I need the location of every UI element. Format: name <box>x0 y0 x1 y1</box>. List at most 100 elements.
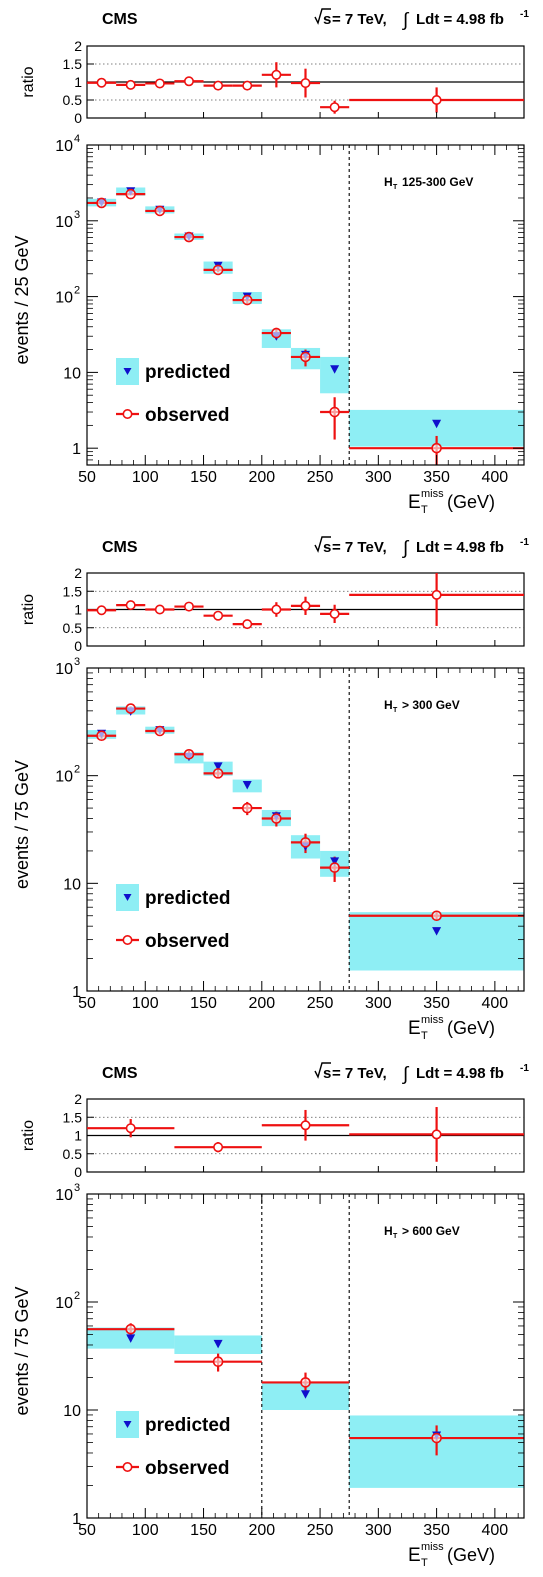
energy-label: = 7 TeV, <box>332 539 387 556</box>
predicted-marker <box>126 1334 136 1343</box>
legend-observed-marker <box>122 934 133 945</box>
x-tick-label: 350 <box>423 995 450 1012</box>
legend-predicted-marker <box>123 894 132 901</box>
x-tick-label: 250 <box>307 1522 334 1539</box>
legend-predicted-label: predicted <box>145 362 231 383</box>
y-axis-label: events / 25 GeV <box>12 235 32 364</box>
ratio-point <box>125 1123 136 1134</box>
lumi-label: Ldt = 4.98 fb <box>416 11 504 28</box>
y-tick-exponent: 3 <box>74 656 80 668</box>
ratio-point <box>96 77 107 88</box>
observed-point <box>431 910 442 922</box>
prediction-band <box>349 912 524 971</box>
integral-symbol: ∫ <box>402 538 410 559</box>
y-tick-label: 10 <box>55 214 73 231</box>
energy-s-label: s <box>323 1065 331 1082</box>
sqrt-symbol <box>314 536 331 553</box>
cms-label: CMS <box>102 1065 138 1082</box>
ratio-tick-label: 1.5 <box>63 583 83 599</box>
x-tick-label: 250 <box>307 995 334 1012</box>
ratio-tick-label: 0.5 <box>63 620 83 636</box>
observed-point <box>431 1432 442 1444</box>
y-tick-label: 10 <box>55 661 73 678</box>
x-tick-label: 50 <box>78 469 96 486</box>
predicted-marker <box>432 927 442 936</box>
x-tick-label: 250 <box>307 469 334 486</box>
ratio-axis-label: ratio <box>20 594 37 625</box>
x-tick-label: 400 <box>482 1522 509 1539</box>
lumi-label: Ldt = 4.98 fb <box>416 1065 504 1082</box>
y-tick-label: 10 <box>55 1187 73 1204</box>
lumi-label: Ldt = 4.98 fb <box>416 539 504 556</box>
x-tick-label: 100 <box>132 469 159 486</box>
observed-point <box>125 188 136 200</box>
observed-point <box>241 294 253 306</box>
ratio-tick-label: 1 <box>74 602 82 618</box>
y-tick-label: 10 <box>55 290 73 307</box>
y-tick-exponent: 2 <box>74 764 80 776</box>
x-tick-label: 400 <box>482 469 509 486</box>
observed-point <box>183 231 195 243</box>
legend-observed-marker <box>122 1462 133 1473</box>
ratio-tick-label: 0.5 <box>63 92 83 108</box>
observed-point <box>329 862 340 873</box>
ratio-tick-label: 0.5 <box>63 1146 83 1162</box>
observed-point <box>271 813 282 824</box>
ratio-tick-label: 1 <box>74 1128 82 1144</box>
x-tick-label: 400 <box>482 995 509 1012</box>
x-tick-label: 100 <box>132 995 159 1012</box>
energy-s-label: s <box>323 11 331 28</box>
ratio-tick-label: 0 <box>74 110 82 126</box>
y-tick-exponent: 3 <box>74 209 80 221</box>
x-tick-label: 300 <box>365 1522 392 1539</box>
region-label-var: H <box>384 698 393 712</box>
y-tick-exponent: 4 <box>74 133 80 145</box>
predicted-marker <box>432 419 442 429</box>
region-label-sub: T <box>393 1233 398 1240</box>
ratio-point <box>431 95 442 106</box>
legend-observed-label: observed <box>145 405 229 426</box>
main-frame <box>86 144 525 466</box>
main-frame <box>86 667 525 992</box>
x-axis-label-sub: T <box>421 1557 428 1569</box>
chart-panel-1: CMS s = 7 TeV, ∫ Ldt = 4.98 fb -1 0 0.5 1 1.5 2 ra… <box>12 8 529 516</box>
x-axis-label-unit: (GeV) <box>447 492 495 512</box>
observed-point <box>96 197 107 209</box>
y-tick-label: 10 <box>55 769 73 786</box>
ratio-point <box>431 589 442 600</box>
legend-predicted-label: predicted <box>145 1415 231 1436</box>
integral-symbol: ∫ <box>402 10 410 31</box>
integral-symbol: ∫ <box>402 1064 410 1085</box>
x-tick-label: 350 <box>423 469 450 486</box>
predicted-marker <box>301 1390 310 1399</box>
predicted-marker <box>330 857 340 866</box>
ratio-tick-label: 0 <box>74 1164 82 1180</box>
x-tick-label: 50 <box>78 995 96 1012</box>
y-tick-exponent: 2 <box>74 1290 80 1302</box>
x-axis-label-sup: miss <box>421 1541 444 1553</box>
energy-label: = 7 TeV, <box>332 11 387 28</box>
lumi-exponent: -1 <box>520 9 529 20</box>
ratio-point <box>154 78 165 89</box>
ratio-point <box>271 69 282 80</box>
x-tick-label: 300 <box>365 469 392 486</box>
observed-point <box>212 768 224 779</box>
y-tick-label: 1 <box>72 984 81 1001</box>
region-label: > 300 GeV <box>402 698 460 712</box>
prediction-band <box>320 356 350 394</box>
ratio-point <box>300 78 311 89</box>
legend-observed-marker <box>122 408 133 419</box>
predicted-marker <box>213 1339 223 1349</box>
x-axis-label: E <box>408 1018 421 1039</box>
legend-predicted-marker <box>123 368 132 375</box>
observed-point <box>154 725 166 737</box>
observed-point <box>212 264 224 276</box>
x-axis-label-sub: T <box>421 1030 428 1042</box>
observed-point <box>300 837 311 848</box>
region-label-sub: T <box>393 184 398 191</box>
x-tick-label: 350 <box>423 1522 450 1539</box>
ratio-tick-label: 1 <box>74 74 82 90</box>
ratio-point <box>96 605 107 616</box>
observed-point <box>183 748 195 760</box>
